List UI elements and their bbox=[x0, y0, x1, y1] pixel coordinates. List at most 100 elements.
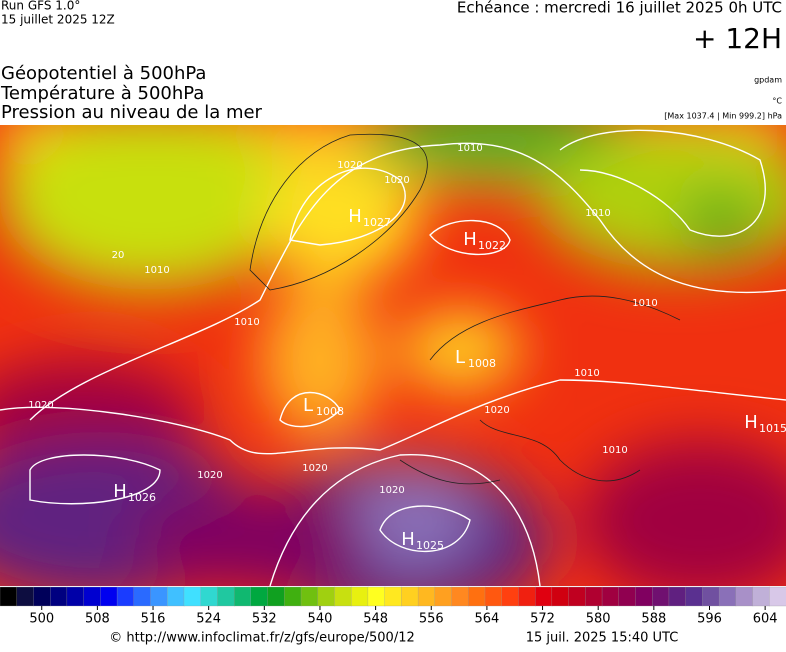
isobar-label: 1020 bbox=[28, 400, 53, 411]
isobar-label: 20 bbox=[112, 250, 125, 261]
colorbar-swatch bbox=[501, 586, 520, 607]
colorbar-swatch bbox=[601, 586, 620, 607]
center-pressure: 1015 bbox=[759, 422, 786, 435]
colorbar-swatch bbox=[50, 586, 68, 607]
colorbar-swatch bbox=[735, 586, 754, 607]
colorbar-swatch bbox=[83, 586, 101, 607]
colorbar-swatch bbox=[183, 586, 202, 607]
center-kind: L bbox=[455, 347, 465, 368]
pressure-range: [Max 1037.4 | Min 999.2] hPa bbox=[664, 112, 782, 121]
center-pressure: 1008 bbox=[468, 357, 496, 370]
center-kind: L bbox=[303, 395, 313, 416]
lead-time: + 12H bbox=[693, 22, 782, 55]
colorbar-swatch bbox=[250, 586, 269, 607]
colorbar-swatch bbox=[718, 586, 737, 607]
colorbar-swatch bbox=[585, 586, 603, 607]
colorbar-label: 508 bbox=[85, 612, 110, 627]
colorbar-label: 564 bbox=[474, 612, 499, 627]
isobar-label: 1010 bbox=[574, 368, 599, 379]
colorbar-swatch bbox=[685, 586, 704, 607]
colorbar-label: 604 bbox=[753, 612, 778, 627]
map-field bbox=[0, 125, 786, 586]
center-kind: H bbox=[401, 529, 415, 550]
isobar-label: 1010 bbox=[585, 208, 610, 219]
colorbar-swatch bbox=[484, 586, 503, 607]
isobar-label: 1010 bbox=[144, 265, 169, 276]
colorbar-label: 556 bbox=[419, 612, 444, 627]
center-pressure: 1025 bbox=[416, 539, 444, 552]
colorbar-label: 516 bbox=[141, 612, 166, 627]
layer-title: Température à 500hPa bbox=[0, 83, 204, 104]
isobar-label: 1020 bbox=[337, 160, 362, 171]
unit-geopotential: gpdam bbox=[754, 76, 782, 85]
colorbar-label: 524 bbox=[196, 612, 221, 627]
colorbar-swatch bbox=[652, 586, 670, 607]
isobar-label: 1020 bbox=[197, 470, 222, 481]
isobar-label: 1020 bbox=[384, 175, 409, 186]
colorbar-swatch bbox=[167, 586, 185, 607]
colorbar-swatch bbox=[16, 586, 35, 607]
isobar-label: 1010 bbox=[632, 298, 657, 309]
colorbar-swatch bbox=[568, 586, 586, 607]
colorbar-swatch bbox=[317, 586, 336, 607]
colorbar-label: 580 bbox=[586, 612, 611, 627]
run-date: 15 juillet 2025 12Z bbox=[1, 13, 115, 27]
colorbar-swatch bbox=[267, 586, 285, 607]
colorbar-swatch bbox=[434, 586, 453, 607]
colorbar-swatch bbox=[534, 586, 553, 607]
source-url: © http://www.infoclimat.fr/z/gfs/europe/… bbox=[109, 631, 415, 646]
colorbar-swatch bbox=[33, 586, 51, 607]
colorbar-swatch bbox=[200, 586, 219, 607]
center-kind: H bbox=[744, 412, 758, 433]
colorbar-swatch bbox=[551, 586, 570, 607]
colorbar-swatch bbox=[217, 586, 235, 607]
colorbar-label: 588 bbox=[641, 612, 666, 627]
colorbar-swatch bbox=[334, 586, 352, 607]
colorbar-swatch bbox=[233, 586, 252, 607]
colorbar-swatch bbox=[702, 586, 720, 607]
center-kind: H bbox=[463, 229, 477, 250]
colorbar-swatch bbox=[468, 586, 486, 607]
colorbar-swatch bbox=[150, 586, 168, 607]
colorbar-swatch bbox=[100, 586, 118, 607]
echeance: Echéance : mercredi 16 juillet 2025 0h U… bbox=[457, 0, 782, 17]
colorbar-swatch bbox=[133, 586, 152, 607]
colorbar-swatch bbox=[518, 586, 536, 607]
colorbar-label: 532 bbox=[252, 612, 277, 627]
colorbar-swatch bbox=[384, 586, 403, 607]
colorbar-label: 548 bbox=[363, 612, 388, 627]
colorbar-swatch bbox=[752, 586, 770, 607]
isobar-label: 1020 bbox=[379, 485, 404, 496]
layer-title: Pression au niveau de la mer bbox=[1, 102, 263, 123]
colorbar-swatch bbox=[618, 586, 637, 607]
colorbar-swatch bbox=[668, 586, 687, 607]
colorbar-swatch bbox=[0, 586, 18, 607]
colorbar-swatch bbox=[367, 586, 386, 607]
isobar-label: 1010 bbox=[234, 317, 259, 328]
colorbar-swatch bbox=[116, 586, 135, 607]
colorbar-label: 572 bbox=[530, 612, 555, 627]
colorbar-swatch bbox=[284, 586, 302, 607]
run: Run GFS 1.0° bbox=[1, 0, 80, 13]
colorbar-swatch bbox=[66, 586, 85, 607]
center-kind: H bbox=[113, 481, 127, 502]
generated-time: 15 juil. 2025 15:40 UTC bbox=[526, 631, 679, 646]
colorbar-swatch bbox=[300, 586, 319, 607]
colorbar-swatch bbox=[451, 586, 469, 607]
colorbar-swatch bbox=[769, 586, 786, 607]
colorbar-swatch bbox=[351, 586, 369, 607]
center-pressure: 1027 bbox=[363, 216, 391, 229]
isobar-label: 1010 bbox=[457, 143, 482, 154]
colorbar-label: 596 bbox=[697, 612, 722, 627]
colorbar-label: 540 bbox=[308, 612, 333, 627]
center-pressure: 1022 bbox=[478, 239, 506, 252]
center-pressure: 1026 bbox=[128, 491, 156, 504]
colorbar-swatch bbox=[417, 586, 436, 607]
unit-temperature: °C bbox=[772, 97, 782, 106]
isobar-label: 1020 bbox=[484, 405, 509, 416]
center-pressure: 1008 bbox=[316, 405, 344, 418]
isobar-label: 1020 bbox=[302, 463, 327, 474]
colorbar-label: 500 bbox=[29, 612, 54, 627]
colorbar-swatch bbox=[635, 586, 653, 607]
